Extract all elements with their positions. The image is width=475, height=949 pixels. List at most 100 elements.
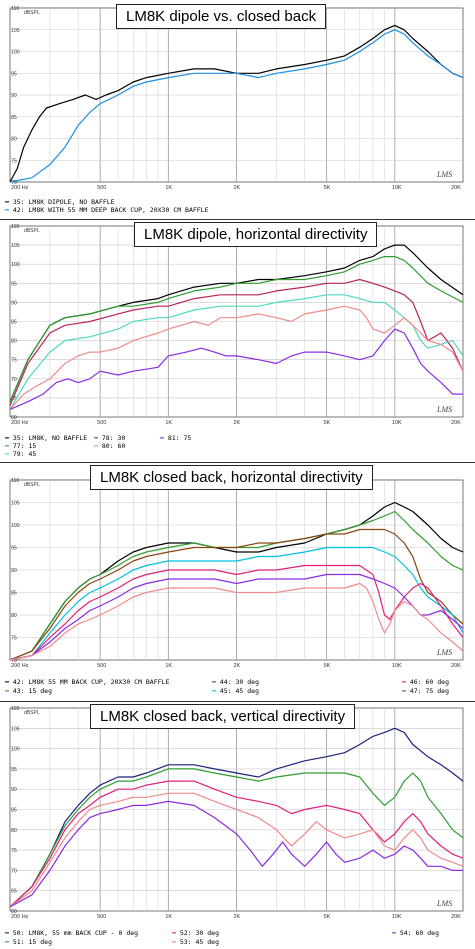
- x-tick-label: 10K: [392, 663, 402, 669]
- y-tick-label: 95: [11, 281, 17, 287]
- legend-4-swatch-1: ━: [5, 929, 9, 937]
- legend-2-label-5: 80: 60: [101, 442, 126, 450]
- series-line-4: [9, 792, 464, 908]
- legend-3-swatch-1: ━: [5, 678, 9, 686]
- legend-3-entry-3: ━ 46: 60 deg: [402, 678, 449, 686]
- series-line-3: [9, 278, 464, 406]
- y-tick-label: 110: [11, 706, 19, 712]
- x-tick-label: 1K: [165, 420, 172, 426]
- y-tick-label: 105: [11, 501, 20, 507]
- chart-2-legend: ━ 35: LM8K, NO BAFFLE ━ 78: 30 ━ 81: 75 …: [2, 434, 473, 460]
- legend-2-entry-6: ━ 79: 45: [5, 450, 36, 458]
- x-tick-label: 200 Hz: [11, 914, 29, 920]
- chart-1-svg: 70 75 80 85 90 95 100 105 110 200 Hz 500 1K 2K 5K 10K 2…: [9, 6, 464, 191]
- legend-2-swatch-1: ━: [5, 434, 9, 442]
- y-tick-label: 95: [11, 546, 17, 552]
- legend-2-entry-1: ━ 35: LM8K, NO BAFFLE: [5, 434, 87, 442]
- legend-3-entry-6: ━ 47: 75 deg: [402, 687, 449, 695]
- x-tick-label: 2K: [234, 185, 241, 191]
- y-axis-label: dBSPL: [24, 710, 40, 716]
- chart-panel-3: 70 75 80 85 90 95 100 105 110 200 Hz 500 1K 2K 5K 10K 2…: [0, 464, 475, 700]
- chart-3-title: LM8K closed back, horizontal directivity: [90, 465, 373, 490]
- x-tick-label: 10K: [392, 420, 402, 426]
- chart-4-svg: 60 65 70 75 80 85 90 95 100 105 110 200 Hz 500 1K 2K 5K…: [9, 706, 464, 920]
- chart-3-svg: 70 75 80 85 90 95 100 105 110 200 Hz 500 1K 2K 5K 10K 2…: [9, 478, 464, 669]
- series-line-3: [9, 528, 464, 661]
- x-tick-label: 200 Hz: [11, 185, 29, 191]
- y-tick-label: 85: [11, 808, 17, 814]
- separator-1: [0, 219, 475, 220]
- x-tick-label: 20K: [451, 420, 461, 426]
- y-tick-label: 90: [11, 93, 17, 99]
- legend-3-swatch-2: ━: [212, 678, 216, 686]
- y-tick-label: 70: [11, 377, 17, 383]
- series-line-2: [9, 256, 464, 402]
- legend-4-swatch-4: ━: [5, 938, 9, 946]
- legend-3-swatch-6: ━: [402, 687, 406, 695]
- legend-1-swatch-1: ━: [5, 198, 9, 206]
- x-tick-label: 5K: [324, 914, 331, 920]
- legend-2-entry-3: ━ 81: 75: [160, 434, 191, 442]
- legend-3-label-3: 46: 60 deg: [409, 678, 449, 686]
- chart-panel-4: 60 65 70 75 80 85 90 95 100 105 110 200 Hz 500 1K 2K 5K…: [0, 703, 475, 949]
- x-tick-label: 2K: [234, 420, 241, 426]
- series-line-2: [9, 510, 464, 661]
- y-tick-label: 105: [11, 243, 20, 249]
- legend-4-swatch-2: ━: [172, 929, 176, 937]
- legend-2-swatch-4: ━: [5, 442, 9, 450]
- y-tick-label: 110: [11, 6, 19, 12]
- series-line-1: [9, 727, 464, 908]
- legend-3-entry-2: ━ 44: 30 deg: [212, 678, 259, 686]
- legend-4-entry-1: ━ 50: LM8K, 55 mm BACK CUP - 0 deg: [5, 929, 138, 937]
- x-tick-label: 2K: [234, 914, 241, 920]
- y-tick-label: 110: [11, 224, 19, 230]
- chart-2-svg: 60 65 70 75 80 85 90 95 100 105 110 200 Hz 500 1K 2K 5K…: [9, 224, 464, 426]
- y-tick-label: 80: [11, 339, 17, 345]
- y-tick-label: 65: [11, 396, 17, 402]
- x-tick-label: 1K: [165, 914, 172, 920]
- legend-3-entry-4: ━ 43: 15 deg: [5, 687, 52, 695]
- legend-4-label-2: 52: 30 deg: [179, 929, 219, 937]
- x-tick-label: 2K: [234, 663, 241, 669]
- y-tick-label: 90: [11, 568, 17, 574]
- legend-3-label-5: 45: 45 deg: [219, 687, 259, 695]
- y-tick-label: 70: [11, 180, 17, 186]
- x-tick-label: 1K: [165, 185, 172, 191]
- legend-4-label-5: 53: 45 deg: [179, 938, 219, 946]
- y-tick-label: 80: [11, 828, 17, 834]
- y-axis-label: dBSPL: [24, 10, 40, 16]
- legend-2-swatch-5: ━: [94, 442, 98, 450]
- x-tick-label: 500: [97, 914, 106, 920]
- legend-3-label-2: 44: 30 deg: [219, 678, 259, 686]
- legend-3-entry-5: ━ 45: 45 deg: [212, 687, 259, 695]
- legend-2-entry-2: ━ 78: 30: [94, 434, 125, 442]
- y-tick-label: 80: [11, 613, 17, 619]
- x-tick-label: 200 Hz: [11, 663, 29, 669]
- watermark: LMS: [436, 405, 452, 414]
- chart-1-legend: ━ 35: LM8K DIPOLE, NO BAFFLE ━ 42: LM8K …: [2, 197, 473, 217]
- separator-3: [0, 701, 475, 702]
- y-tick-label: 85: [11, 115, 17, 121]
- legend-1-swatch-2: ━: [5, 206, 9, 214]
- y-tick-label: 110: [11, 478, 19, 484]
- legend-2-swatch-6: ━: [5, 450, 9, 458]
- legend-4-label-3: 54: 60 deg: [399, 929, 439, 937]
- y-tick-label: 85: [11, 320, 17, 326]
- x-tick-label: 20K: [451, 185, 461, 191]
- series-line-2: [9, 29, 464, 183]
- y-tick-label: 95: [11, 767, 17, 773]
- legend-2-label-6: 79: 45: [12, 450, 37, 458]
- legend-1-entry-1: ━ 35: LM8K DIPOLE, NO BAFFLE: [5, 198, 115, 206]
- y-tick-label: 65: [11, 889, 17, 895]
- chart-panel-1: 70 75 80 85 90 95 100 105 110 200 Hz 500 1K 2K 5K 10K 2…: [0, 0, 475, 218]
- chart-4-title: LM8K closed back, vertical directivity: [90, 704, 356, 729]
- series-line-5: [9, 800, 463, 908]
- x-tick-label: 500: [97, 663, 106, 669]
- y-axis-label: dBSPL: [24, 482, 40, 488]
- y-tick-label: 75: [11, 358, 17, 364]
- watermark: LMS: [436, 899, 452, 908]
- series-line-5: [9, 564, 464, 661]
- legend-2-swatch-2: ━: [94, 434, 98, 442]
- legend-4-entry-3: ━ 54: 60 deg: [392, 929, 439, 937]
- y-tick-label: 70: [11, 868, 17, 874]
